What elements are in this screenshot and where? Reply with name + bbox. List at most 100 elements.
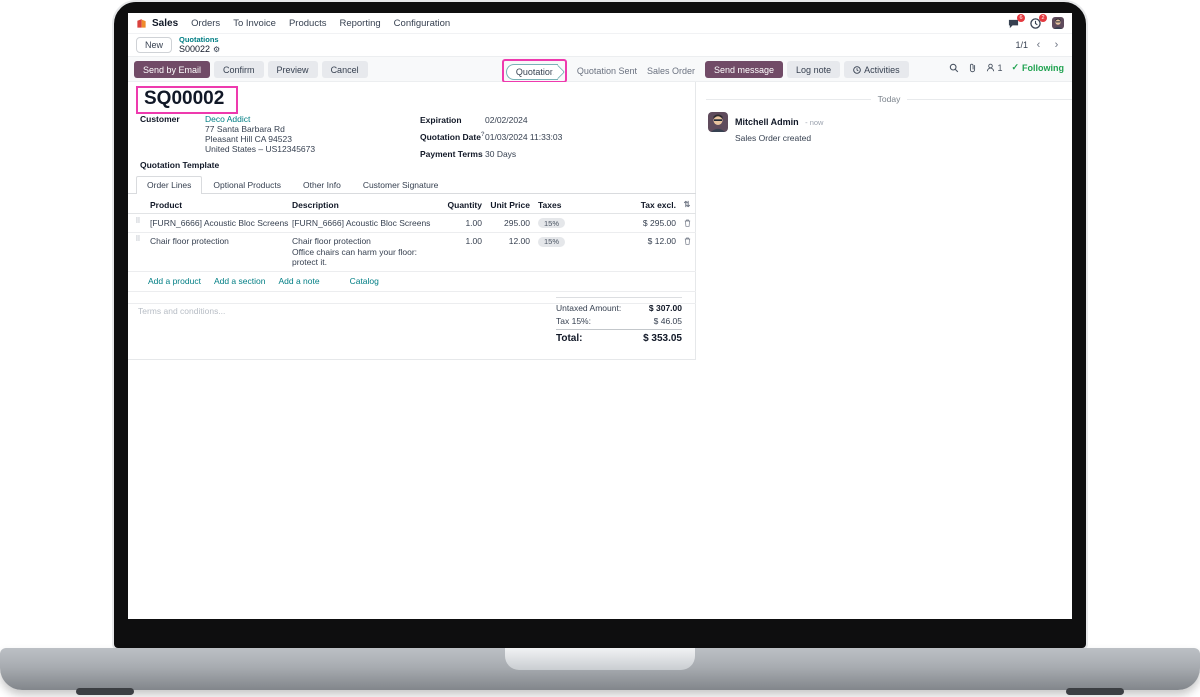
- status-sales-order[interactable]: Sales Order: [646, 66, 695, 76]
- col-taxes[interactable]: Taxes: [538, 199, 562, 210]
- app-switcher[interactable]: Sales: [136, 18, 178, 29]
- preview-button[interactable]: Preview: [267, 61, 318, 78]
- drag-handle-icon[interactable]: ⠿: [135, 217, 141, 225]
- col-quantity[interactable]: Quantity: [447, 199, 482, 210]
- cell-description[interactable]: Chair floor protection Office chairs can…: [292, 236, 418, 267]
- menu-to-invoice[interactable]: To Invoice: [233, 17, 276, 29]
- add-note-link[interactable]: Add a note: [278, 276, 320, 286]
- quotation-form-sheet: SQ00002 Customer Deco Addict 77 Santa Ba…: [128, 82, 696, 360]
- tax-badge[interactable]: 15%: [538, 236, 566, 247]
- customer-address-line1: 77 Santa Barbara Rd: [205, 124, 285, 134]
- quotation-date-value[interactable]: 01/03/2024 11:33:03: [485, 132, 563, 142]
- pager-count: 1/1: [1015, 40, 1028, 50]
- cell-quantity[interactable]: 1.00: [465, 236, 482, 246]
- tab-optional-products[interactable]: Optional Products: [213, 180, 281, 190]
- top-nav-bar: Sales Orders To Invoice Products Reporti…: [128, 13, 1072, 34]
- status-bar: Quotation Quotation Sent Sales Order: [501, 59, 695, 83]
- expiration-value[interactable]: 02/02/2024: [485, 115, 528, 125]
- menu-reporting[interactable]: Reporting: [339, 17, 381, 29]
- delete-row-icon[interactable]: [678, 218, 696, 227]
- catalog-link[interactable]: Catalog: [349, 276, 379, 286]
- col-subtotal[interactable]: Tax excl.: [640, 199, 676, 210]
- quotation-reference: SQ00002: [144, 88, 225, 109]
- tab-customer-signature[interactable]: Customer Signature: [362, 180, 439, 190]
- tab-order-lines[interactable]: Order Lines: [136, 176, 203, 194]
- optional-columns-icon[interactable]: ⇅: [683, 199, 691, 209]
- col-description[interactable]: Description: [292, 199, 339, 210]
- cell-subtotal: $ 295.00: [642, 217, 676, 228]
- cancel-button[interactable]: Cancel: [321, 61, 368, 78]
- confirm-button[interactable]: Confirm: [214, 61, 264, 78]
- col-product[interactable]: Product: [150, 199, 183, 210]
- messages-icon[interactable]: 6: [1008, 13, 1025, 29]
- table-row[interactable]: ⠿ [FURN_6666] Acoustic Bloc Screens [FUR…: [128, 214, 696, 233]
- quotation-template-label: Quotation Template: [140, 160, 220, 170]
- cell-product[interactable]: [FURN_6666] Acoustic Bloc Screens: [150, 217, 289, 228]
- notebook-tabs: Order Lines Optional Products Other Info…: [128, 176, 696, 194]
- laptop-screen-bezel: Sales Orders To Invoice Products Reporti…: [112, 0, 1088, 650]
- laptop-foot-right: [1066, 688, 1124, 695]
- breadcrumb: Quotations S00022 ⚙: [179, 34, 221, 55]
- cell-description[interactable]: [FURN_6666] Acoustic Bloc Screens: [292, 217, 431, 228]
- odoo-logo-icon: [136, 18, 147, 29]
- order-lines-table: Product Description Quantity Unit Price …: [128, 196, 696, 304]
- cell-quantity[interactable]: 1.00: [465, 217, 482, 228]
- chatter-panel: Today Mitchell Admin - now Sales Order c…: [706, 82, 1072, 619]
- following-toggle[interactable]: ✓ Following: [1011, 62, 1064, 73]
- message-author-avatar: [708, 112, 728, 132]
- payment-terms-label: Payment Terms: [420, 149, 483, 159]
- delete-row-icon[interactable]: [678, 236, 696, 245]
- drag-handle-icon[interactable]: ⠿: [135, 236, 141, 243]
- cell-product[interactable]: Chair floor protection: [150, 236, 229, 246]
- message-text: Sales Order created: [735, 132, 812, 143]
- totals-block: Untaxed Amount: $ 307.00 Tax 15%: $ 46.0…: [556, 297, 682, 346]
- send-message-button[interactable]: Send message: [705, 61, 784, 78]
- add-section-link[interactable]: Add a section: [213, 276, 266, 286]
- breadcrumb-row: New Quotations S00022 ⚙ 1/1 ‹ ›: [128, 34, 1072, 56]
- activities-clock-icon[interactable]: 2: [1030, 13, 1047, 29]
- attachments-paperclip-icon[interactable]: [968, 63, 977, 73]
- quotation-date-label: Quotation Date?: [420, 132, 485, 142]
- pager-next-button[interactable]: ›: [1054, 39, 1059, 51]
- control-panel: Send by Email Confirm Preview Cancel Quo…: [128, 56, 1072, 83]
- table-header-row: Product Description Quantity Unit Price …: [128, 196, 696, 214]
- log-note-button[interactable]: Log note: [787, 61, 841, 78]
- message-author[interactable]: Mitchell Admin: [735, 117, 799, 127]
- menu-orders[interactable]: Orders: [191, 17, 221, 29]
- cell-subtotal: $ 12.00: [647, 236, 676, 246]
- untaxed-amount-row: Untaxed Amount: $ 307.00: [556, 302, 682, 313]
- laptop-foot-left: [76, 688, 134, 695]
- col-unit-price[interactable]: Unit Price: [490, 199, 530, 210]
- followers-count[interactable]: 1: [986, 63, 1002, 73]
- activities-button[interactable]: Activities: [844, 61, 909, 78]
- menu-configuration[interactable]: Configuration: [393, 17, 451, 29]
- tax-badge[interactable]: 15%: [538, 218, 566, 228]
- terms-and-conditions-input[interactable]: Terms and conditions...: [138, 306, 226, 316]
- breadcrumb-parent-link[interactable]: Quotations: [179, 34, 219, 44]
- table-row[interactable]: ⠿ Chair floor protection Chair floor pro…: [128, 233, 696, 272]
- table-footer-links: Add a product Add a section Add a note C…: [128, 272, 696, 292]
- user-avatar[interactable]: [1052, 17, 1064, 29]
- status-quotation[interactable]: Quotation: [505, 64, 558, 80]
- new-button[interactable]: New: [136, 37, 173, 53]
- cell-unit-price[interactable]: 295.00: [504, 217, 530, 228]
- status-quotation-sent[interactable]: Quotation Sent: [576, 66, 637, 76]
- add-product-link[interactable]: Add a product: [148, 276, 201, 286]
- customer-label: Customer: [140, 114, 180, 124]
- highlight-box-quotation-status: Quotation: [501, 59, 567, 83]
- expiration-label: Expiration: [420, 115, 462, 125]
- payment-terms-value[interactable]: 30 Days: [485, 149, 517, 159]
- record-actions-gear-icon[interactable]: ⚙: [213, 44, 221, 54]
- cell-unit-price[interactable]: 12.00: [508, 236, 530, 246]
- check-icon: ✓: [1011, 62, 1019, 72]
- send-by-email-button[interactable]: Send by Email: [134, 61, 211, 78]
- search-messages-icon[interactable]: [949, 63, 959, 73]
- customer-address-line3: United States – US12345673: [205, 144, 316, 154]
- customer-name-link[interactable]: Deco Addict: [205, 114, 251, 124]
- messages-badge: 6: [1017, 13, 1025, 22]
- tab-other-info[interactable]: Other Info: [303, 180, 341, 190]
- pager-previous-button[interactable]: ‹: [1036, 39, 1041, 51]
- activity-clock-icon: [853, 65, 861, 74]
- menu-products[interactable]: Products: [288, 17, 327, 29]
